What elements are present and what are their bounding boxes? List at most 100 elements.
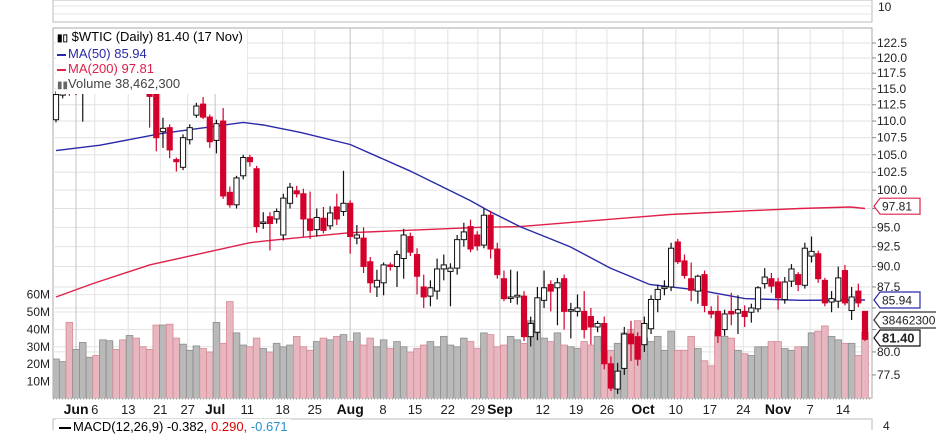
volume-bar	[346, 341, 354, 398]
candle-down	[561, 278, 568, 312]
candle-up	[621, 333, 628, 369]
price-tick-label: 112.5	[877, 98, 906, 112]
month-label: Jun	[64, 401, 89, 417]
volume-bar	[781, 348, 789, 398]
date-tick-label: 11	[240, 402, 254, 417]
macd-swatch-icon	[59, 426, 71, 429]
date-tick-label: 17	[703, 402, 717, 417]
price-tick-label: 105.0	[877, 148, 907, 162]
candle-down	[500, 278, 508, 300]
volume-bar	[399, 346, 408, 398]
volume-bar	[132, 337, 140, 398]
candle-down	[708, 310, 715, 315]
volume-bar	[139, 346, 147, 398]
volume-bar	[99, 339, 107, 398]
candle-up	[534, 297, 541, 333]
candle-down	[153, 92, 160, 139]
volume-bar	[453, 346, 461, 398]
price-tick-label: 80.0	[877, 345, 901, 359]
candle-down	[855, 290, 862, 304]
price-tick-label: 90.0	[877, 260, 901, 274]
volume-bar	[413, 348, 421, 398]
candle-down	[795, 274, 802, 285]
date-tick-label: 7	[807, 402, 814, 417]
volume-bar	[580, 341, 588, 398]
volume-bar	[79, 342, 87, 398]
candle-down	[266, 216, 274, 225]
date-tick-label: 19	[569, 402, 583, 417]
value-tag-ma50-label: 85.94	[882, 293, 912, 307]
candle-up	[460, 231, 467, 241]
volume-bar	[794, 346, 802, 398]
volume-bar	[700, 360, 709, 398]
ma50-label: MA(50) 85.94	[68, 46, 147, 61]
candle-up	[193, 105, 200, 116]
volume-bar	[593, 335, 602, 398]
volume-bar	[259, 348, 268, 398]
price-tick-label: 92.5	[877, 240, 901, 254]
volume-bar	[419, 344, 428, 398]
candle-up	[527, 322, 534, 338]
volume-bar	[440, 335, 448, 398]
candle-down	[226, 191, 233, 206]
volume-bar	[92, 355, 100, 398]
candle-down	[581, 310, 588, 331]
volume-bar	[172, 337, 181, 398]
volume-bar	[286, 344, 294, 398]
date-tick-label: 15	[408, 402, 422, 417]
price-tick-label: 95.0	[877, 220, 901, 234]
candle-down	[413, 254, 421, 277]
candle-up	[159, 127, 167, 133]
volume-tick-label: 50M	[27, 305, 50, 319]
volume-bar	[159, 324, 167, 398]
volume-bar	[553, 332, 562, 398]
candle-up	[574, 307, 581, 312]
candle-up	[286, 186, 294, 204]
candle-up	[661, 286, 668, 290]
volume-bar	[760, 346, 769, 398]
volume-bar	[386, 348, 395, 398]
volume-bar	[125, 335, 134, 398]
volume-bar	[540, 337, 548, 398]
ma200-line	[55, 206, 866, 298]
candle-up	[233, 177, 240, 206]
candle-up	[567, 309, 574, 312]
date-tick-label: 14	[836, 402, 850, 417]
top-panel-axis-label: 10	[878, 0, 892, 14]
candle-down	[293, 190, 300, 195]
volume-bar	[292, 335, 301, 398]
candle-up	[540, 287, 548, 301]
volume-bar	[827, 335, 836, 398]
candle-down	[520, 295, 528, 338]
volume-bar	[506, 335, 515, 398]
candle-down	[741, 310, 748, 318]
volume-bar	[379, 339, 388, 398]
volume-bar	[359, 344, 368, 398]
volume-bar	[500, 344, 508, 398]
candle-up	[433, 268, 441, 292]
value-tag-close	[873, 329, 921, 347]
macd-axis-label: 4	[883, 419, 890, 430]
candle-up	[353, 234, 360, 239]
candle-down	[253, 168, 260, 228]
ma50-swatch-icon	[57, 53, 66, 56]
macd-hist: -0.671	[247, 419, 288, 434]
price-tick-label: 120.0	[877, 51, 907, 65]
price-tick-label: 110.0	[877, 114, 906, 128]
price-tick-label: 115.0	[877, 82, 906, 96]
candle-up	[273, 210, 280, 220]
value-tag-close-label: 81.40	[882, 331, 915, 346]
date-tick-label: 25	[308, 402, 322, 417]
price-tick-label: 100.0	[877, 183, 907, 197]
volume-bar	[65, 322, 74, 398]
volume-bar	[199, 348, 207, 398]
candle-down	[246, 157, 253, 163]
candle-up	[594, 322, 601, 328]
candle-down	[688, 278, 695, 291]
volume-bar	[667, 330, 675, 398]
candle-up	[808, 250, 815, 257]
volume-bar	[854, 355, 863, 398]
volume-bar	[373, 346, 381, 398]
candle-down	[494, 248, 501, 276]
candlestick-icon: ▮▯	[57, 33, 69, 44]
